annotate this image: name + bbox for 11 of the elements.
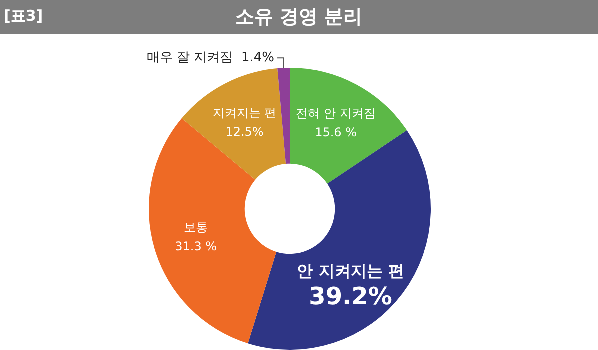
- slice-label: 지켜지는 편: [212, 106, 277, 120]
- chart-title: 소유 경영 분리: [235, 6, 363, 28]
- data-label: 31.3 %: [175, 240, 218, 254]
- data-label: 15.6 %: [315, 126, 358, 140]
- slice-label: 매우 잘 지켜짐 1.4%: [146, 50, 275, 66]
- slice-label: 보통: [184, 220, 208, 234]
- data-label: 12.5%: [226, 125, 264, 140]
- slice-label: 전혀 안 지켜짐: [296, 106, 376, 120]
- slice-label: 안 지켜지는 편: [297, 262, 404, 281]
- data-label: 39.2%: [309, 282, 392, 310]
- text: [표3]: [4, 7, 44, 26]
